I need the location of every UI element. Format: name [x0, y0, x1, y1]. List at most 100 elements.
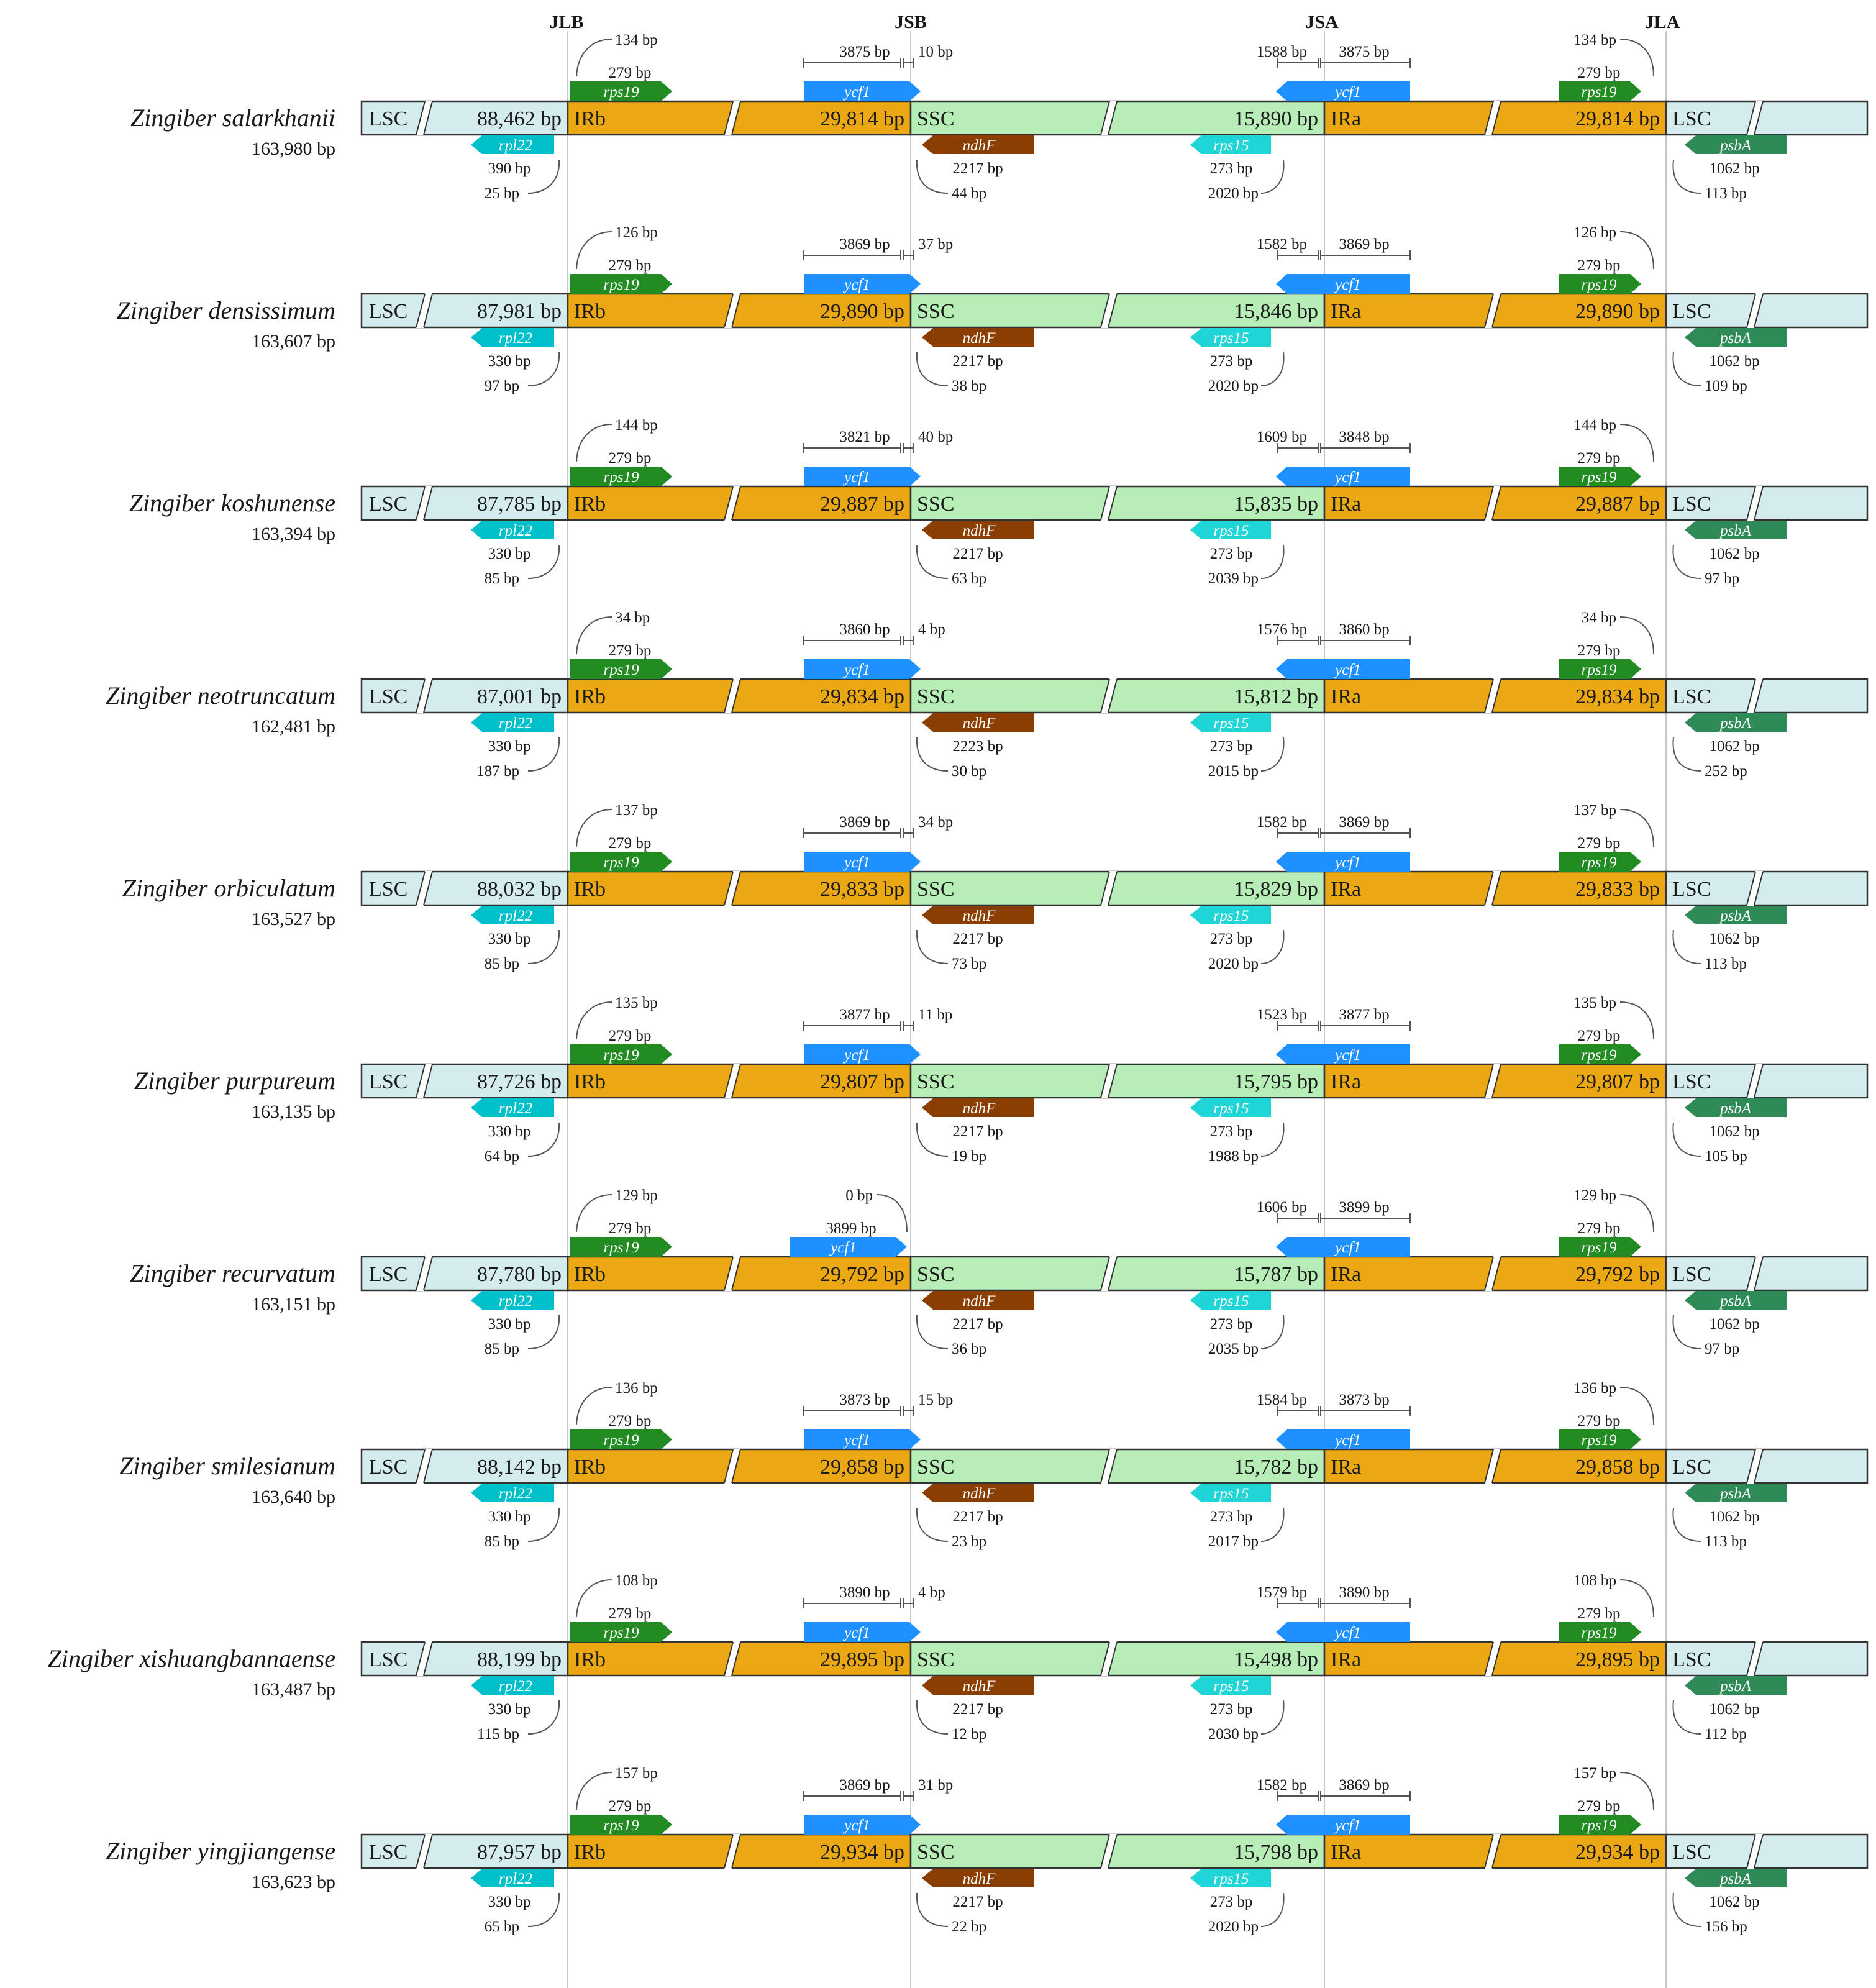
ycf1-gene-jsb: [804, 1044, 921, 1064]
rps19-gene-jla: [1559, 852, 1641, 872]
rps15-gene: [1190, 521, 1271, 539]
rps19-gene: [570, 467, 672, 486]
rps19-over-curve: [576, 1001, 612, 1040]
ndhF-length: 2217 bp: [952, 931, 1003, 947]
psbA-length: 1062 bp: [1709, 738, 1759, 755]
break-mark: [1100, 1449, 1118, 1484]
region-label-ira: IRa: [1331, 1456, 1361, 1479]
psbA-gene: [1685, 906, 1787, 924]
lsc-segment-right: [1665, 100, 1869, 136]
rpl22-label: rpl22: [499, 908, 532, 924]
rps19-over-curve-jla: [1619, 1772, 1654, 1810]
region-label-lsc: LSC: [369, 1070, 408, 1093]
species-row: Zingiber xishuangbannaense 163,487 bp LSC 8…: [48, 1572, 1869, 1743]
lsc-segment-right: [1665, 1256, 1869, 1292]
rpl22-overlap: 187 bp: [476, 763, 519, 780]
rpl22-gene: [471, 1869, 554, 1887]
rps19-gene: [570, 1815, 672, 1835]
ssc-segment: [909, 1833, 1326, 1869]
rpl22-label: rpl22: [499, 715, 532, 732]
species-name: Zingiber smilesianum: [119, 1452, 335, 1480]
psbA-distance: 113 bp: [1705, 1533, 1747, 1550]
psbA-distance: 113 bp: [1705, 185, 1747, 202]
ycf1-label-jsb: ycf1: [842, 1625, 870, 1641]
ycf1-right-jsa: 3899 bp: [1339, 1199, 1389, 1216]
rps19-label-jla: rps19: [1582, 1625, 1617, 1641]
rps19-gene: [570, 81, 672, 101]
ycf1-label-jsa: ycf1: [1333, 854, 1361, 871]
ycf1-gap-dim: [903, 828, 914, 838]
rps19-over-curve: [576, 1772, 612, 1810]
region-label-ssc: SSC: [917, 1070, 955, 1093]
region-label-lsc-right: LSC: [1672, 107, 1711, 130]
rps19-over-curve-jla: [1619, 1579, 1654, 1618]
species-row: Zingiber orbiculatum 163,527 bp LSC 88,032 …: [122, 802, 1869, 972]
species-rows: Zingiber salarkhanii 163,980 bp LSC 88,462 …: [48, 32, 1869, 1935]
psbA-length: 1062 bp: [1709, 1316, 1759, 1333]
region-label-ssc: SSC: [917, 685, 955, 708]
rpl22-gene: [471, 135, 554, 154]
ycf1-gap-jsb: 0 bp: [845, 1187, 873, 1204]
ndhF-length: 2217 bp: [952, 1123, 1003, 1140]
break-mark: [724, 1834, 741, 1869]
rpl22-gene: [471, 906, 554, 924]
ycf1-length-dim: [803, 58, 901, 68]
rpl22-overlap: 85 bp: [485, 570, 519, 587]
ndhF-gap-curve: [916, 159, 949, 194]
ssc-segment: [909, 1063, 1326, 1099]
psbA-distance: 105 bp: [1705, 1148, 1747, 1165]
psbA-length: 1062 bp: [1709, 1123, 1759, 1140]
ycf1-left-dim: [1277, 636, 1319, 645]
ssc-segment: [909, 1256, 1326, 1292]
species-row: Zingiber salarkhanii 163,980 bp LSC 88,462 …: [130, 32, 1869, 202]
rps19-over-curve-jla: [1619, 616, 1654, 655]
region-size-irb: 29,833 bp: [820, 878, 904, 901]
rps19-over-curve-jla: [1619, 231, 1654, 270]
rps19-label-jla: rps19: [1582, 469, 1617, 486]
rps19-label: rps19: [604, 1047, 639, 1064]
ndhF-label: ndhF: [963, 1678, 996, 1695]
rps15-dist-curve: [1260, 159, 1285, 194]
region-size-ssc: 15,890 bp: [1234, 107, 1318, 130]
region-label-ira: IRa: [1331, 107, 1361, 130]
region-size-lsc: 87,726 bp: [477, 1070, 562, 1093]
ndhF-gap-curve: [916, 1892, 949, 1927]
species-row: Zingiber neotruncatum 162,481 bp LSC 87,001…: [106, 609, 1869, 780]
region-size-lsc: 88,199 bp: [477, 1648, 562, 1671]
rps19-gene-jla: [1559, 1815, 1641, 1835]
genome-size: 163,135 bp: [252, 1101, 335, 1122]
rps19-gene-jla: [1559, 659, 1641, 679]
ycf1-gap-jsb: 4 bp: [918, 621, 945, 638]
ndhF-gap-curve: [916, 1122, 949, 1157]
rps15-gene: [1190, 1098, 1271, 1117]
ycf1-label-jsa: ycf1: [1333, 1625, 1361, 1641]
lsc-segment: [360, 1641, 569, 1677]
ycf1-length-jsb: 3873 bp: [839, 1392, 890, 1408]
rps19-overlap: 137 bp: [615, 802, 658, 819]
rps15-dist-curve: [1260, 1892, 1285, 1927]
ycf1-gap-dim: [903, 1406, 914, 1416]
rps19-gene-jla: [1559, 1429, 1641, 1449]
rpl22-over-curve: [527, 1700, 560, 1735]
ycf1-gap-curve: [877, 1194, 908, 1233]
ycf1-gene-jsa: [1276, 467, 1410, 486]
break-mark: [416, 1641, 433, 1676]
ycf1-label-jsa: ycf1: [1333, 84, 1361, 101]
psbA-dist-curve: [1672, 352, 1701, 386]
ycf1-gap-jsb: 10 bp: [918, 43, 953, 60]
rpl22-over-curve: [527, 737, 560, 772]
break-mark: [416, 486, 433, 521]
rps19-gene: [570, 1044, 672, 1064]
rps19-length-jla: 279 bp: [1578, 65, 1621, 81]
ycf1-left-jsa: 1582 bp: [1257, 236, 1307, 253]
ycf1-label-jsb: ycf1: [842, 662, 870, 678]
rps15-length: 273 bp: [1210, 353, 1253, 370]
region-label-ssc: SSC: [917, 493, 955, 516]
region-label-ira: IRa: [1331, 1841, 1361, 1864]
rps15-label: rps15: [1214, 1678, 1249, 1695]
rpl22-length: 330 bp: [488, 1123, 531, 1140]
ndhF-gene: [922, 135, 1034, 154]
psbA-dist-curve: [1672, 1892, 1701, 1927]
region-label-lsc-right: LSC: [1672, 300, 1711, 323]
ycf1-length-dim: [803, 443, 901, 453]
